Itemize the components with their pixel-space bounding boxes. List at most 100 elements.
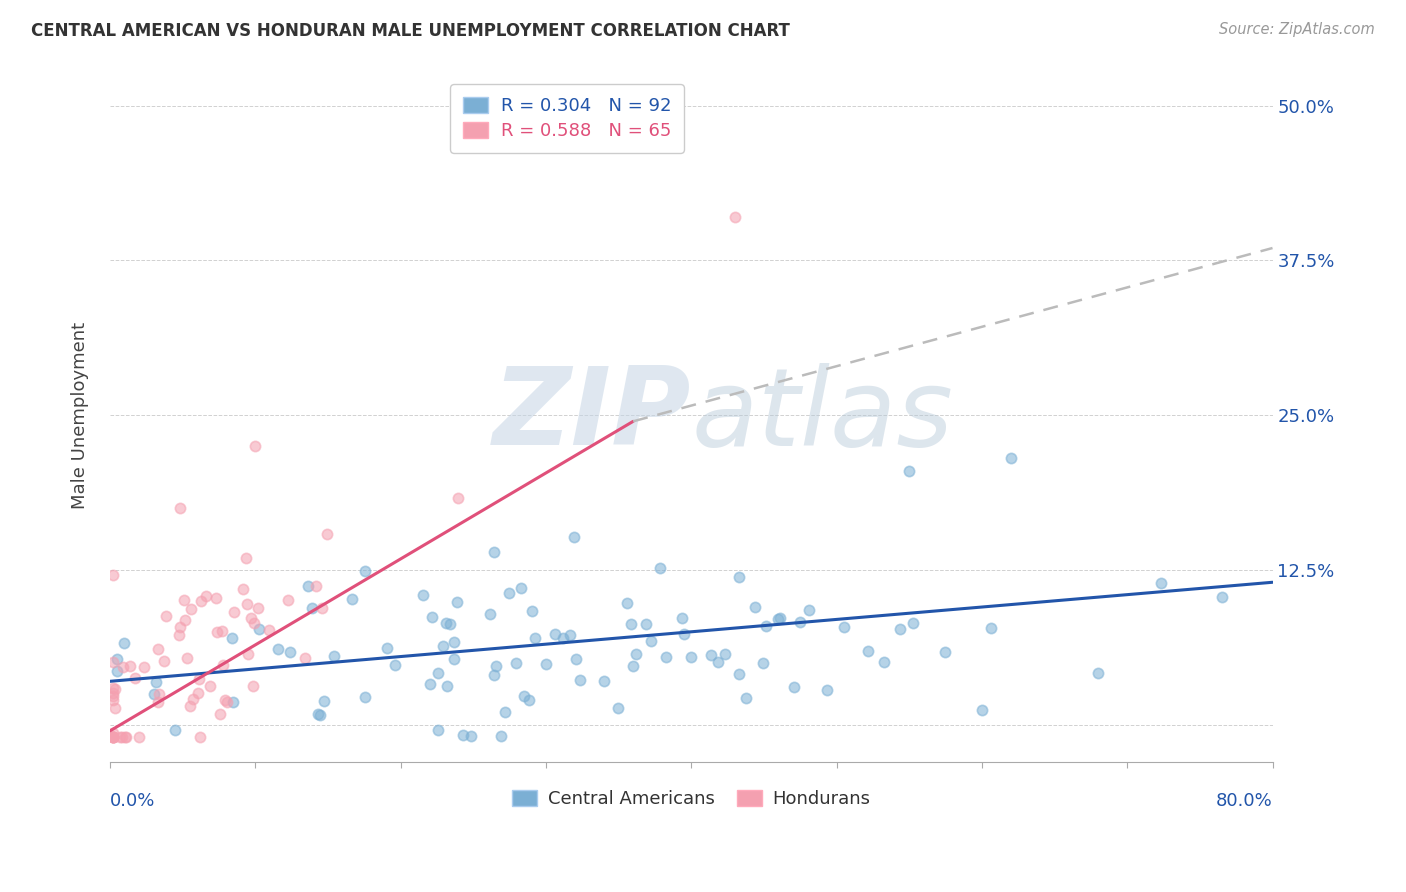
Point — [755, 619, 778, 633]
Point — [163, 723, 186, 737]
Point — [485, 659, 508, 673]
Point — [277, 593, 299, 607]
Point — [247, 601, 270, 615]
Point — [221, 631, 243, 645]
Point — [700, 648, 723, 663]
Point — [520, 604, 543, 618]
Point — [419, 677, 441, 691]
Point — [443, 652, 465, 666]
Point — [174, 613, 197, 627]
Point — [564, 652, 586, 666]
Point — [934, 645, 956, 659]
Point — [671, 611, 693, 625]
Point — [460, 729, 482, 743]
Point — [195, 589, 218, 603]
Point — [420, 610, 443, 624]
Point — [734, 691, 756, 706]
Point — [621, 658, 644, 673]
Point — [145, 675, 167, 690]
Point — [744, 600, 766, 615]
Point — [446, 595, 468, 609]
Point — [443, 635, 465, 649]
Point — [101, 685, 124, 699]
Point — [169, 628, 191, 642]
Point — [114, 636, 136, 650]
Point — [101, 730, 124, 744]
Point — [242, 679, 264, 693]
Point — [181, 692, 204, 706]
Point — [148, 687, 170, 701]
Point — [673, 627, 696, 641]
Point — [187, 686, 209, 700]
Point — [101, 730, 124, 744]
Point — [101, 693, 124, 707]
Point — [200, 679, 222, 693]
Point — [297, 579, 319, 593]
Point — [434, 615, 457, 630]
Point — [544, 627, 567, 641]
Point — [294, 651, 316, 665]
Point — [624, 647, 647, 661]
Point — [354, 690, 377, 704]
Point — [1211, 590, 1233, 604]
Text: CENTRAL AMERICAN VS HONDURAN MALE UNEMPLOYMENT CORRELATION CHART: CENTRAL AMERICAN VS HONDURAN MALE UNEMPL… — [31, 22, 790, 40]
Point — [766, 612, 789, 626]
Point — [208, 707, 231, 722]
Point — [236, 598, 259, 612]
Point — [114, 730, 136, 744]
Point — [224, 605, 246, 619]
Point — [1150, 576, 1173, 591]
Point — [509, 581, 531, 595]
Point — [236, 647, 259, 661]
Point — [970, 703, 993, 717]
Point — [797, 602, 820, 616]
Point — [323, 648, 346, 663]
Point — [311, 601, 333, 615]
Y-axis label: Male Unemployment: Male Unemployment — [72, 322, 89, 508]
Point — [128, 730, 150, 744]
Point — [523, 631, 546, 645]
Point — [101, 655, 124, 669]
Point — [354, 564, 377, 578]
Point — [101, 726, 124, 740]
Point — [266, 642, 288, 657]
Point — [105, 665, 128, 679]
Point — [214, 693, 236, 707]
Point — [494, 706, 516, 720]
Point — [146, 642, 169, 657]
Point — [134, 660, 156, 674]
Point — [176, 650, 198, 665]
Point — [180, 602, 202, 616]
Point — [728, 569, 751, 583]
Point — [278, 645, 301, 659]
Point — [512, 689, 534, 703]
Point — [211, 658, 233, 673]
Point — [242, 616, 264, 631]
Point — [314, 694, 336, 708]
Point — [482, 668, 505, 682]
Point — [239, 611, 262, 625]
Point — [155, 608, 177, 623]
Point — [101, 681, 124, 695]
Point — [553, 631, 575, 645]
Point — [169, 620, 191, 634]
Point — [211, 624, 233, 638]
Point — [478, 607, 501, 622]
Point — [101, 730, 124, 744]
Point — [889, 622, 911, 636]
Point — [152, 654, 174, 668]
Point — [815, 683, 838, 698]
Point — [190, 593, 212, 607]
Text: 80.0%: 80.0% — [1216, 792, 1272, 810]
Point — [427, 666, 450, 681]
Point — [375, 640, 398, 655]
Point — [640, 633, 662, 648]
Point — [307, 707, 329, 722]
Point — [104, 701, 127, 715]
Text: atlas: atlas — [692, 363, 953, 467]
Point — [110, 730, 132, 744]
Point — [384, 658, 406, 673]
Text: ZIP: ZIP — [494, 362, 692, 468]
Point — [562, 530, 585, 544]
Point — [783, 680, 806, 694]
